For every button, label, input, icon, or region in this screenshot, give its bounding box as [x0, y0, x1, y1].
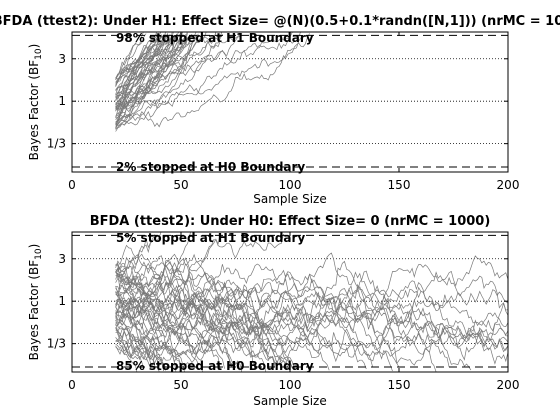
- panel-h1: 0 50 100 150 200 1/3 1 3 98% stopped at H1 Boun…: [0, 14, 560, 206]
- x-tick-label-1: 50: [173, 378, 188, 392]
- trajectory-41: [115, 331, 164, 372]
- trajectory-33: [115, 255, 508, 338]
- trajectory-43: [115, 262, 374, 368]
- trajectory-11: [115, 33, 243, 97]
- chart-title-h0: BFDA (ttest2): Under H0: Effect Size= 0 …: [90, 214, 491, 229]
- trajectory-35: [115, 306, 182, 369]
- trajectory-37: [115, 282, 278, 368]
- trajectory-42: [115, 33, 217, 127]
- trajectory-10: [115, 299, 330, 371]
- y-tick-label-1: 1: [58, 94, 66, 108]
- trajectory-39: [115, 32, 197, 117]
- trajectory-38: [115, 32, 301, 112]
- trajectory-40: [115, 257, 508, 327]
- y-axis-label-end-h0: ): [27, 244, 41, 249]
- x-axis-label-h1: Sample Size: [253, 192, 326, 206]
- trajectory-11: [115, 232, 162, 268]
- trajectory-31: [115, 34, 169, 118]
- trajectory-7: [115, 34, 184, 125]
- x-tick-label-1: 50: [173, 178, 188, 192]
- x-tick-label-0: 0: [68, 378, 76, 392]
- y-axis-label-h0: Bayes Factor (BF10): [27, 244, 44, 361]
- trajectory-36: [115, 33, 177, 83]
- x-tick-label-3: 150: [388, 178, 411, 192]
- trajectory-43: [115, 32, 217, 124]
- upper-boundary-label-h0: 5% stopped at H1 Boundary: [116, 231, 305, 245]
- x-tick-label-0: 0: [68, 178, 76, 192]
- trajectory-16: [115, 33, 199, 113]
- y-axis-label-main-h0: Bayes Factor (BF: [27, 260, 41, 361]
- trajectory-24: [115, 255, 508, 346]
- ticks-h0: 0 50 100 150 200 1/3 1 3: [47, 232, 520, 392]
- trajectory-18: [115, 32, 293, 123]
- trajectory-30: [115, 252, 508, 365]
- trajectory-39: [115, 233, 221, 288]
- trajectory-25: [115, 233, 284, 297]
- trajectory-46: [115, 323, 164, 368]
- trajectory-47: [115, 32, 144, 79]
- trajectories-h0: [115, 232, 508, 372]
- trajectory-34: [115, 280, 508, 357]
- trajectory-32: [115, 312, 293, 369]
- y-axis-label-sub-h0: 10: [34, 248, 44, 260]
- y-tick-label-0: 1/3: [47, 137, 66, 151]
- ticks-h1: 0 50 100 150 200 1/3 1 3: [47, 32, 520, 192]
- trajectory-32: [115, 33, 166, 92]
- trajectory-26: [115, 264, 450, 368]
- trajectory-47: [115, 344, 166, 368]
- plot-area-h1: [72, 32, 508, 172]
- trajectory-5: [115, 327, 160, 372]
- trajectory-27: [115, 232, 191, 304]
- trajectory-30: [115, 32, 166, 99]
- x-tick-label-4: 200: [497, 178, 520, 192]
- y-tick-label-2: 3: [58, 252, 66, 266]
- y-tick-label-1: 1: [58, 294, 66, 308]
- trajectories-h1: [115, 32, 310, 132]
- x-tick-label-2: 100: [279, 378, 302, 392]
- lower-boundary-label-h0: 85% stopped at H0 Boundary: [116, 359, 314, 373]
- trajectory-45: [115, 270, 276, 368]
- y-axis-label-main-h1: Bayes Factor (BF: [27, 60, 41, 161]
- panel-h0: 0 50 100 150 200 1/3 1 3 5% stopped at H1 Bound…: [27, 214, 519, 408]
- x-axis-label-h0: Sample Size: [253, 394, 326, 408]
- y-axis-label-sub-h1: 10: [34, 48, 44, 60]
- trajectory-23: [115, 34, 304, 129]
- trajectory-42: [115, 278, 508, 362]
- trajectory-44: [115, 272, 393, 372]
- y-tick-label-2: 3: [58, 52, 66, 66]
- trajectory-26: [115, 35, 197, 118]
- x-tick-label-3: 150: [388, 378, 411, 392]
- trajectory-48: [115, 32, 174, 108]
- y-axis-label-end-h1: ): [27, 44, 41, 49]
- trajectory-22: [115, 33, 310, 128]
- trajectory-38: [115, 271, 472, 371]
- x-tick-label-4: 200: [497, 378, 520, 392]
- trajectory-49: [115, 337, 145, 370]
- y-axis-label-h1: Bayes Factor (BF10): [27, 44, 44, 161]
- trajectory-0: [115, 313, 258, 370]
- trajectory-12: [115, 34, 169, 128]
- lower-boundary-label-h1: 2% stopped at H0 Boundary: [116, 160, 305, 174]
- trajectory-29: [115, 321, 151, 369]
- upper-boundary-label-h1: 98% stopped at H1 Boundary: [116, 31, 314, 45]
- y-tick-label-0: 1/3: [47, 337, 66, 351]
- chart-title-h1: BFDA (ttest2): Under H1: Effect Size= @(…: [0, 14, 560, 29]
- trajectory-36: [115, 343, 138, 372]
- trajectory-44: [115, 34, 193, 79]
- x-tick-label-2: 100: [279, 178, 302, 192]
- trajectory-24: [115, 33, 169, 83]
- trajectory-49: [115, 34, 164, 87]
- trajectory-48: [115, 234, 156, 274]
